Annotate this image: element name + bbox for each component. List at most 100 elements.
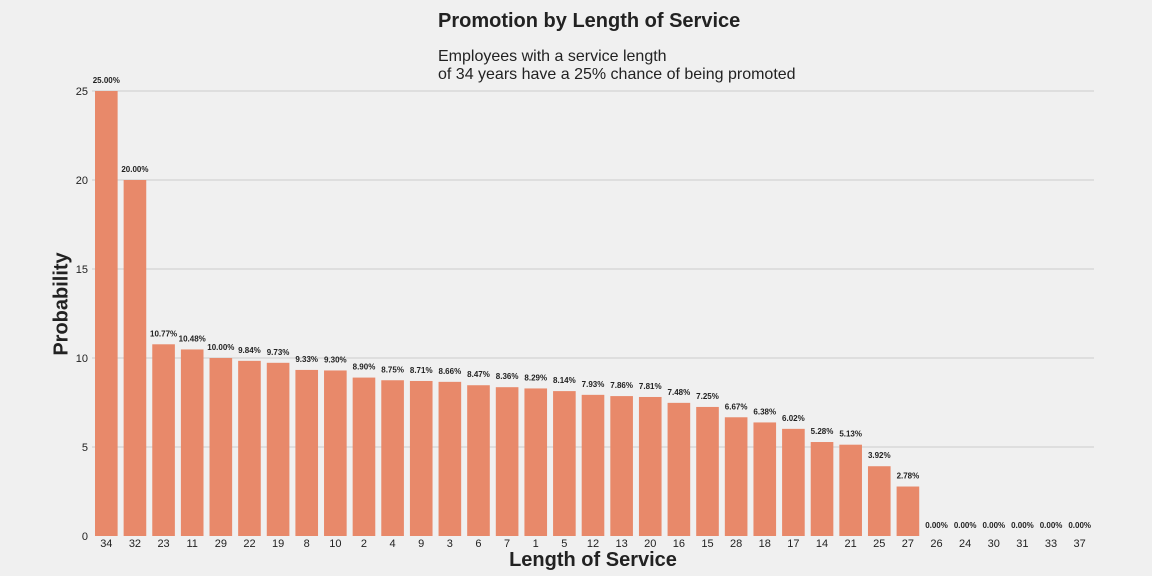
x-tick-label: 5 xyxy=(561,538,567,550)
bar-6 xyxy=(467,385,490,536)
bars xyxy=(95,91,920,536)
data-label: 8.29% xyxy=(524,373,547,382)
x-tick-label: 8 xyxy=(304,538,310,550)
data-label: 0.00% xyxy=(1068,521,1091,530)
bar-8 xyxy=(295,369,319,536)
data-label: 0.00% xyxy=(1011,521,1034,530)
bar-25 xyxy=(867,466,891,536)
x-tick-label: 20 xyxy=(644,538,656,550)
data-label: 9.30% xyxy=(324,355,347,364)
bar-34 xyxy=(95,91,118,536)
bar-15 xyxy=(696,406,719,536)
bar-2 xyxy=(352,377,376,536)
bar-12 xyxy=(581,394,605,536)
data-label: 0.00% xyxy=(1040,521,1063,530)
bar-16 xyxy=(667,402,691,536)
x-tick-label: 37 xyxy=(1074,538,1086,550)
bar-28 xyxy=(724,417,748,536)
data-label: 8.47% xyxy=(467,370,490,379)
x-tick-label: 33 xyxy=(1045,538,1057,550)
y-tick-labels: 0 5 10 15 20 25 xyxy=(76,86,88,543)
data-label: 0.00% xyxy=(954,521,977,530)
bar-1 xyxy=(524,388,548,536)
data-label: 5.13% xyxy=(839,430,862,439)
data-label: 8.75% xyxy=(381,365,404,374)
bar-13 xyxy=(610,396,633,536)
x-tick-label: 31 xyxy=(1016,538,1028,550)
x-tick-label: 7 xyxy=(504,538,510,550)
x-tick-label: 32 xyxy=(129,538,141,550)
x-tick-label: 3 xyxy=(447,538,453,550)
x-tick-label: 2 xyxy=(361,538,367,550)
bar-32 xyxy=(123,180,147,536)
y-tick-label: 20 xyxy=(76,175,88,187)
x-tick-label: 6 xyxy=(475,538,481,550)
data-label: 9.73% xyxy=(267,348,290,357)
bar-23 xyxy=(152,344,175,536)
x-tick-label: 9 xyxy=(418,538,424,550)
data-labels: 25.00% 20.00% 10.77%10.48%10.00% 9.84% 9.73%… xyxy=(93,76,1091,530)
data-label: 6.38% xyxy=(753,407,776,416)
x-axis-label: Length of Service xyxy=(509,549,677,571)
data-label: 7.81% xyxy=(639,382,662,391)
data-label: 5.28% xyxy=(811,427,834,436)
bar-7 xyxy=(495,387,519,536)
y-axis-label: Probability xyxy=(50,252,73,356)
data-label: 8.14% xyxy=(553,376,576,385)
data-label: 20.00% xyxy=(121,165,148,174)
bar-10 xyxy=(324,370,347,536)
x-tick-label: 21 xyxy=(845,538,857,550)
data-label: 8.66% xyxy=(439,367,462,376)
x-tick-label: 1 xyxy=(533,538,539,550)
y-tick-label: 25 xyxy=(76,86,88,98)
subtitle-line-2: of 34 years have a 25% chance of being p… xyxy=(438,66,796,83)
x-tick-label: 10 xyxy=(329,538,341,550)
x-tick-label: 34 xyxy=(100,538,112,550)
data-label: 9.84% xyxy=(238,346,261,355)
data-label: 6.02% xyxy=(782,414,805,423)
data-label: 7.48% xyxy=(668,388,691,397)
x-tick-label: 25 xyxy=(873,538,885,550)
chart-subtitle: Employees with a service length of 34 ye… xyxy=(438,48,796,84)
x-tick-label: 12 xyxy=(587,538,599,550)
data-label: 3.92% xyxy=(868,451,891,460)
bar-29 xyxy=(209,358,233,536)
data-label: 10.00% xyxy=(207,343,234,352)
y-tick-label: 15 xyxy=(76,264,88,276)
data-label: 10.48% xyxy=(179,334,206,343)
bar-20 xyxy=(638,396,662,536)
data-label: 10.77% xyxy=(150,329,177,338)
y-tick-label: 10 xyxy=(76,353,88,365)
y-tick-label: 5 xyxy=(82,442,88,454)
bar-3 xyxy=(438,381,462,536)
data-label: 0.00% xyxy=(982,521,1005,530)
x-tick-label: 22 xyxy=(243,538,255,550)
bar-9 xyxy=(409,380,433,536)
x-tick-label: 28 xyxy=(730,538,742,550)
data-label: 7.25% xyxy=(696,392,719,401)
x-tick-labels: 34 32 23 11 29 22 19 8 10 2 4 9 3 6 7 1 5 12 13 20 16 15 28 18 1… xyxy=(100,538,1086,550)
x-tick-label: 30 xyxy=(988,538,1000,550)
x-tick-label: 29 xyxy=(215,538,227,550)
data-label: 9.33% xyxy=(295,355,318,364)
bar-4 xyxy=(381,380,404,536)
x-tick-label: 13 xyxy=(616,538,628,550)
data-label: 8.71% xyxy=(410,366,433,375)
bar-14 xyxy=(810,442,834,536)
x-tick-label: 24 xyxy=(959,538,971,550)
data-label: 0.00% xyxy=(925,521,948,530)
subtitle-line-1: Employees with a service length xyxy=(438,48,667,65)
data-label: 7.93% xyxy=(582,380,605,389)
x-tick-label: 27 xyxy=(902,538,914,550)
chart-title: Promotion by Length of Service xyxy=(438,10,741,32)
bar-5 xyxy=(553,391,576,536)
data-label: 25.00% xyxy=(93,76,120,85)
x-tick-label: 17 xyxy=(787,538,799,550)
bar-22 xyxy=(238,360,261,536)
x-tick-label: 18 xyxy=(759,538,771,550)
x-tick-label: 19 xyxy=(272,538,284,550)
data-label: 8.36% xyxy=(496,372,519,381)
x-tick-label: 11 xyxy=(186,538,197,550)
bar-18 xyxy=(753,422,777,536)
